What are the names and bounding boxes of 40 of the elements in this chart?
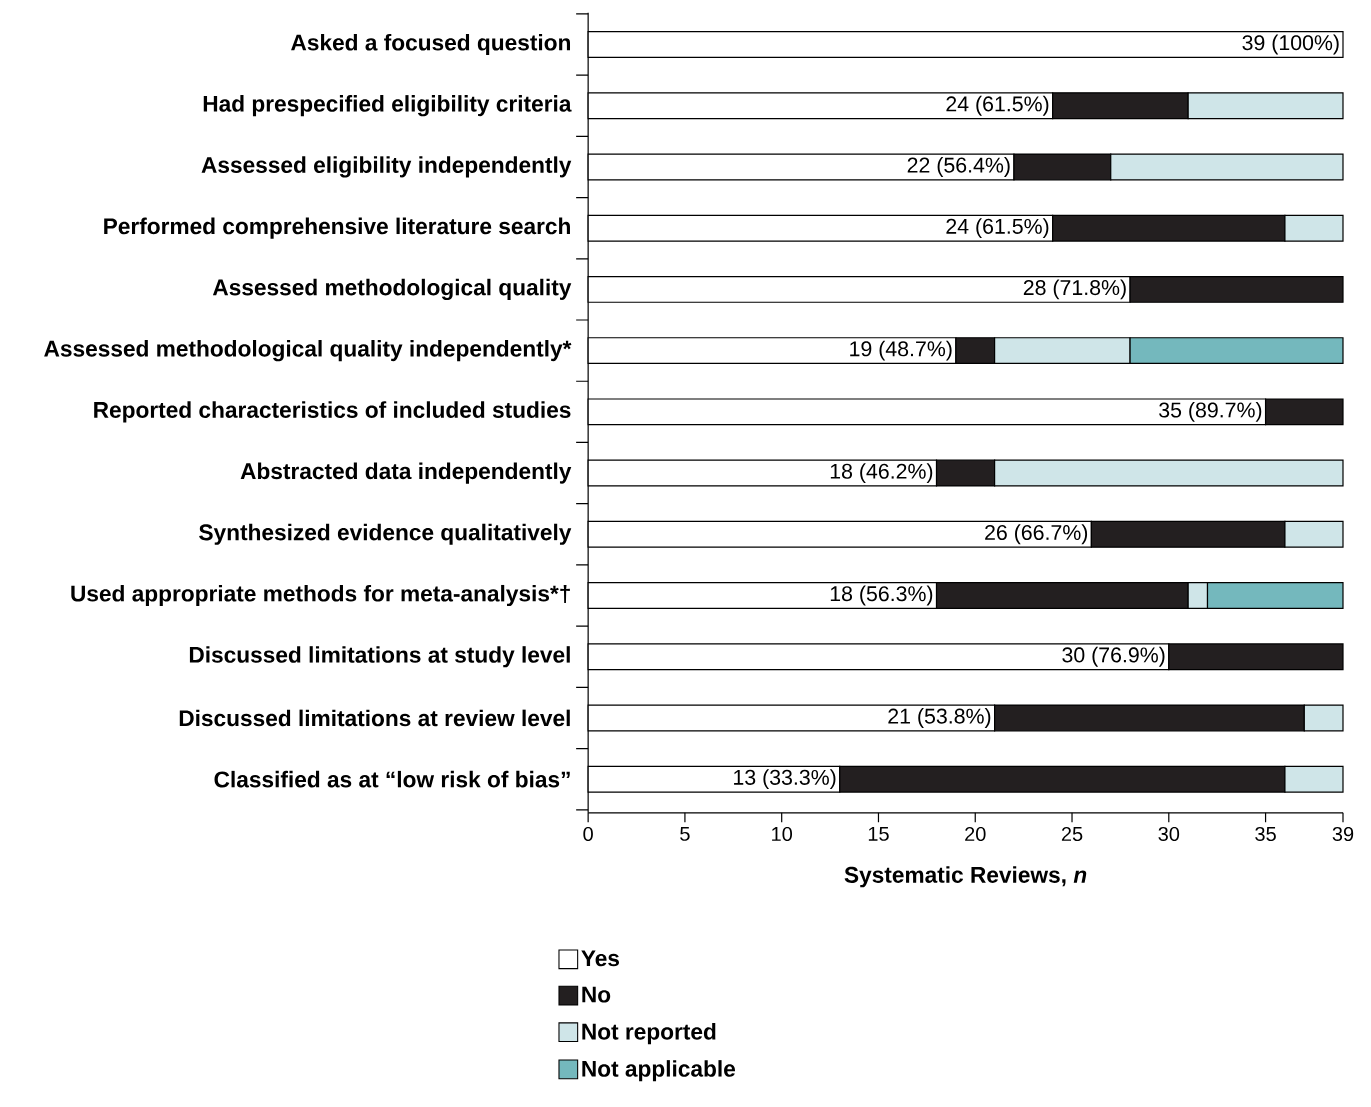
- x-tick-label: 35: [1255, 826, 1276, 842]
- y-tick-label: Assessed methodological quality: [212, 278, 572, 301]
- x-tick-label: 0: [583, 826, 593, 842]
- y-tick-label: Synthesized evidence qualitatively: [199, 523, 572, 545]
- data-label: 24 (61.5%): [946, 95, 1049, 116]
- y-tick-label: Had prespecified eligibility criteria: [203, 95, 572, 117]
- y-tick-label: Assessed methodological quality independently*: [44, 340, 572, 362]
- legend-label: Yes: [581, 950, 619, 967]
- y-tick-label: Abstracted data independently: [240, 462, 572, 484]
- x-tick-label: 39: [1332, 826, 1354, 842]
- y-tick-label: Discussed limitations at review level: [179, 709, 570, 727]
- x-tick-label: 10: [772, 826, 793, 842]
- data-label: 21 (53.8%): [888, 708, 991, 728]
- x-tick-label: 5: [680, 826, 690, 841]
- data-label: 39 (100%): [1242, 34, 1339, 55]
- data-label: 19 (48.7%): [850, 340, 952, 361]
- x-tick-label: 20: [965, 826, 986, 842]
- data-label: 24 (61.5%): [946, 218, 1049, 239]
- y-tick-label: Classified as at “low risk of bias”: [214, 770, 570, 788]
- x-tick-label: 15: [868, 826, 889, 841]
- data-label: 18 (56.3%): [830, 585, 933, 606]
- y-tick-label: Used appropriate methods for meta-analysis*†: [71, 584, 570, 607]
- data-label: 28 (71.8%): [1023, 279, 1126, 300]
- y-tick-label: Performed comprehensive literature search: [104, 217, 570, 239]
- data-label: 35 (89.7%): [1159, 401, 1262, 422]
- legend-label: No: [582, 986, 611, 1003]
- data-label: 22 (56.4%): [907, 157, 1010, 177]
- y-tick-label: Asked a focused question: [291, 33, 570, 56]
- legend-label: Not reported: [582, 1023, 716, 1045]
- data-label: 26 (66.7%): [985, 524, 1088, 545]
- x-tick-label: 25: [1061, 826, 1083, 842]
- y-tick-label: Assessed eligibility independently: [201, 156, 572, 178]
- x-axis-title: Systematic Reviews, n: [844, 866, 1087, 888]
- data-label: 30 (76.9%): [1062, 646, 1165, 667]
- legend-label: Not applicable: [582, 1060, 736, 1082]
- data-label: 13 (33.3%): [734, 769, 836, 790]
- y-tick-label: Reported characteristics of included studies: [94, 401, 571, 423]
- x-tick-label: 30: [1158, 826, 1180, 842]
- y-tick-label: Discussed limitations at study level: [189, 646, 570, 668]
- data-label: 18 (46.2%): [830, 463, 933, 484]
